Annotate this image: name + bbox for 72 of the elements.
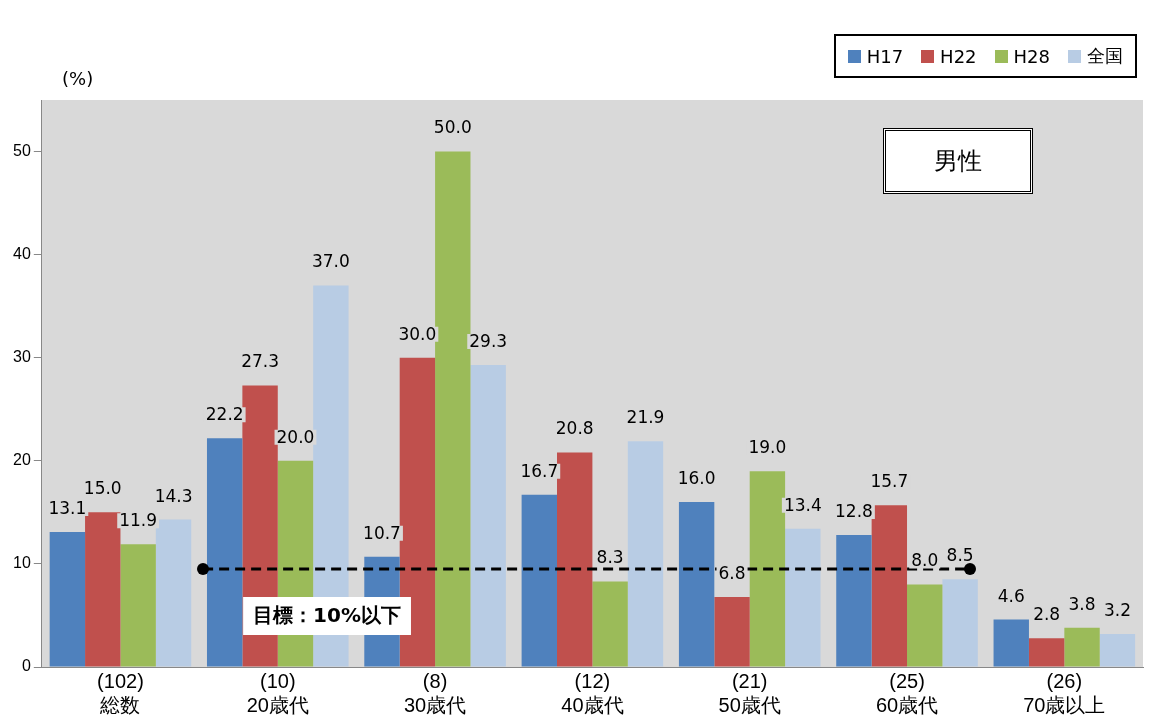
data-label: 37.0 <box>311 251 350 272</box>
data-label: 27.3 <box>241 351 279 372</box>
y-tick-label: 0 <box>21 657 31 675</box>
bar <box>907 584 943 667</box>
data-label: 3.8 <box>1068 593 1096 614</box>
bar <box>942 579 978 667</box>
bar <box>206 438 243 667</box>
bar <box>399 357 436 667</box>
data-label: 3.2 <box>1103 599 1131 620</box>
bar <box>470 364 506 667</box>
data-label: 30.0 <box>398 323 437 344</box>
data-label: 10.7 <box>363 522 401 543</box>
x-tick-label: (25) 60歳代 <box>875 669 939 716</box>
data-label: 20.0 <box>276 426 315 447</box>
legend-label: H22 <box>939 44 977 68</box>
bar <box>120 544 156 667</box>
bar <box>871 505 908 667</box>
data-label: 13.1 <box>48 497 87 518</box>
legend-label: H28 <box>1012 44 1050 68</box>
bar <box>592 581 628 667</box>
data-label: 2.8 <box>1033 604 1061 625</box>
x-tick-label: (21) 50歳代 <box>718 669 781 716</box>
data-label: 29.3 <box>469 330 508 351</box>
bar <box>993 619 1029 667</box>
bar <box>85 512 121 667</box>
data-label: 15.7 <box>870 471 909 492</box>
x-tick-label: (12) 40歳代 <box>561 669 624 716</box>
bar <box>435 151 471 667</box>
y-tick-label: 20 <box>13 451 31 469</box>
data-label: 20.8 <box>555 418 594 439</box>
bar <box>749 471 786 667</box>
bar <box>1064 627 1100 667</box>
data-label: 14.3 <box>154 485 193 506</box>
x-tick-label: (8) 30歳代 <box>403 669 467 716</box>
bar <box>1028 638 1065 667</box>
bar <box>557 452 593 667</box>
y-tick-label: 40 <box>13 245 31 263</box>
legend-label: H17 <box>865 44 904 68</box>
data-label: 11.9 <box>119 510 158 531</box>
data-label: 16.0 <box>677 467 716 488</box>
bar <box>836 535 872 667</box>
data-label: 8.3 <box>596 547 624 568</box>
x-tick-label: (10) 20歳代 <box>246 669 309 716</box>
y-tick-label: 30 <box>13 348 31 366</box>
data-label: 8.5 <box>946 545 974 566</box>
bar <box>49 531 86 667</box>
text-frame: 男性 <box>883 128 1033 194</box>
data-label: 15.0 <box>83 478 122 499</box>
bar <box>714 596 750 667</box>
data-label: 6.8 <box>718 562 746 583</box>
bar <box>1099 634 1136 667</box>
data-label: 16.7 <box>520 460 559 481</box>
data-label: 50.0 <box>433 117 472 138</box>
data-label: 22.2 <box>205 404 244 425</box>
x-tick-label: (102) 総数 <box>97 669 144 716</box>
data-label: 13.4 <box>783 494 822 515</box>
data-label: 19.0 <box>748 437 787 458</box>
y-axis-title: (%) <box>62 68 94 89</box>
legend-label: 全国 <box>1086 44 1123 68</box>
data-label: 21.9 <box>626 407 665 428</box>
y-tick-label: 10 <box>13 554 31 572</box>
data-label: 12.8 <box>835 500 873 521</box>
bar <box>627 441 664 667</box>
bar <box>678 502 715 667</box>
data-label: 4.6 <box>997 585 1025 606</box>
x-tick-label: (26) 70歳以上 <box>1023 669 1106 716</box>
ref-line-label: 目標：10%以下 <box>253 603 401 628</box>
bar <box>155 519 192 667</box>
y-tick-label: 50 <box>13 141 31 159</box>
bar <box>521 494 557 667</box>
bar <box>785 528 821 667</box>
data-label: 8.0 <box>911 550 939 571</box>
